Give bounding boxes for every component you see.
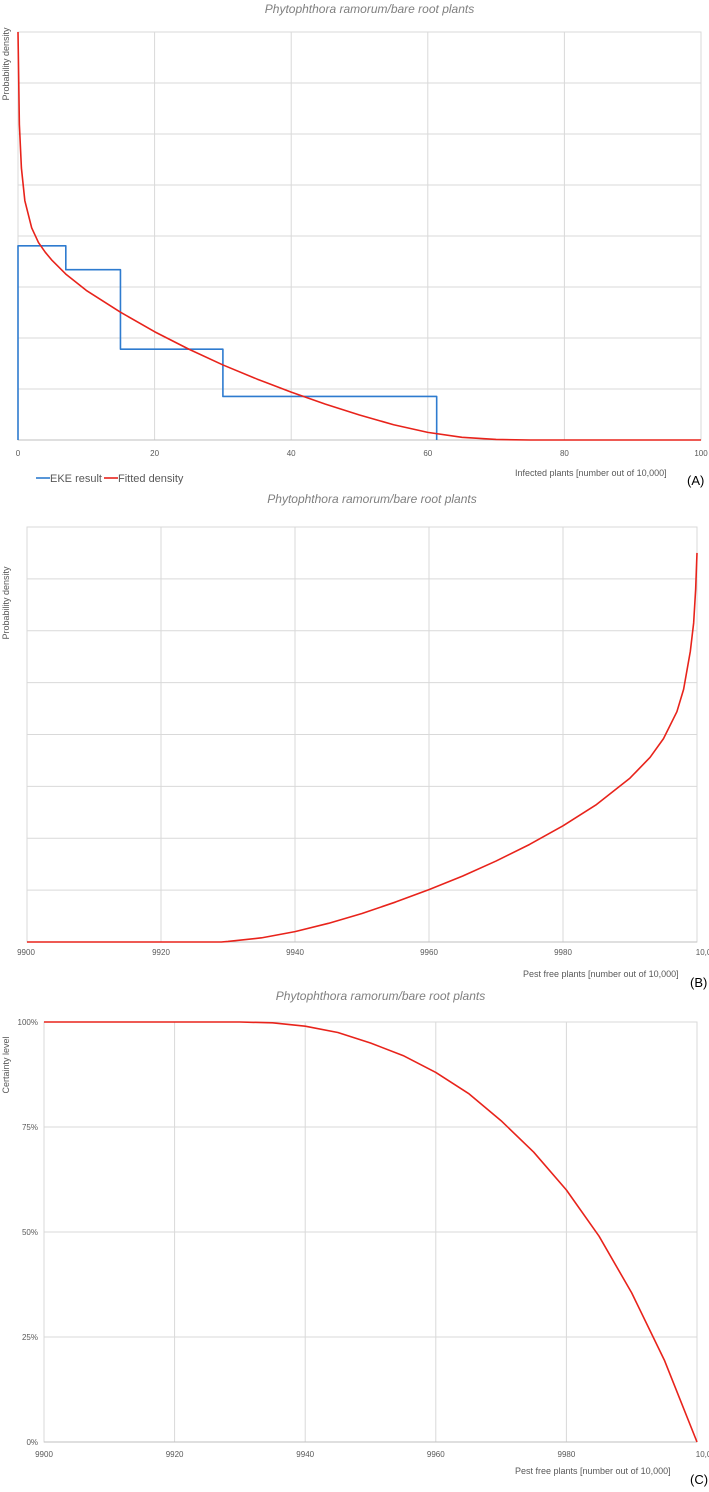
panel-label: (B) [690, 975, 707, 990]
x-tick-label: 9900 [17, 948, 35, 957]
y-tick-label: 0% [26, 1438, 38, 1447]
chart-title: Phytophthora ramorum/bare root plants [265, 2, 474, 16]
y-axis-title: Probability density [1, 566, 11, 640]
series-fitted-density [27, 552, 698, 943]
series-eke-result [17, 244, 438, 440]
x-tick-label: 9960 [420, 948, 438, 957]
series-certainty [44, 1021, 698, 1443]
chart-panel-a: Phytophthora ramorum/bare root plants 0 20… [1, 2, 708, 488]
x-axis-title: Pest free plants [number out of 10,000] [523, 969, 679, 979]
x-tick-label: 80 [560, 449, 569, 458]
panel-label: (C) [690, 1472, 708, 1487]
y-axis-title: Certainty level [1, 1036, 11, 1093]
x-tick-label: 9940 [296, 1450, 314, 1459]
x-tick-label: 0 [16, 449, 21, 458]
chart-panel-c: Phytophthora ramorum/bare root plants 990… [1, 989, 709, 1487]
x-tick-label: 9920 [166, 1450, 184, 1459]
y-tick-label: 25% [22, 1333, 38, 1342]
x-tick-label: 10,000 [696, 948, 709, 957]
x-tick-label: 9960 [427, 1450, 445, 1459]
legend-label: Fitted density [118, 473, 184, 485]
x-tick-label: 9980 [554, 948, 572, 957]
chart-title: Phytophthora ramorum/bare root plants [267, 492, 476, 506]
legend-label: EKE result [50, 473, 102, 485]
x-axis-title: Infected plants [number out of 10,000] [515, 468, 667, 478]
chart-panel-b: Phytophthora ramorum/bare root plants 990… [1, 492, 709, 990]
chart-title: Phytophthora ramorum/bare root plants [276, 989, 485, 1003]
x-tick-label: 40 [287, 449, 296, 458]
y-tick-label: 100% [18, 1018, 38, 1027]
x-tick-label: 9980 [558, 1450, 576, 1459]
x-tick-label: 20 [150, 449, 159, 458]
panel-label: (A) [687, 473, 704, 488]
x-tick-label: 9940 [286, 948, 304, 957]
y-tick-label: 50% [22, 1228, 38, 1237]
x-tick-label: 9900 [35, 1450, 53, 1459]
y-tick-label: 75% [22, 1123, 38, 1132]
x-tick-label: 9920 [152, 948, 170, 957]
x-tick-label: 10,000 [696, 1450, 709, 1459]
x-tick-label: 100 [694, 449, 708, 458]
x-tick-label: 60 [423, 449, 432, 458]
y-axis-title: Probability density [1, 27, 11, 101]
x-axis-title: Pest free plants [number out of 10,000] [515, 1466, 671, 1476]
series-fitted-density [17, 31, 701, 441]
